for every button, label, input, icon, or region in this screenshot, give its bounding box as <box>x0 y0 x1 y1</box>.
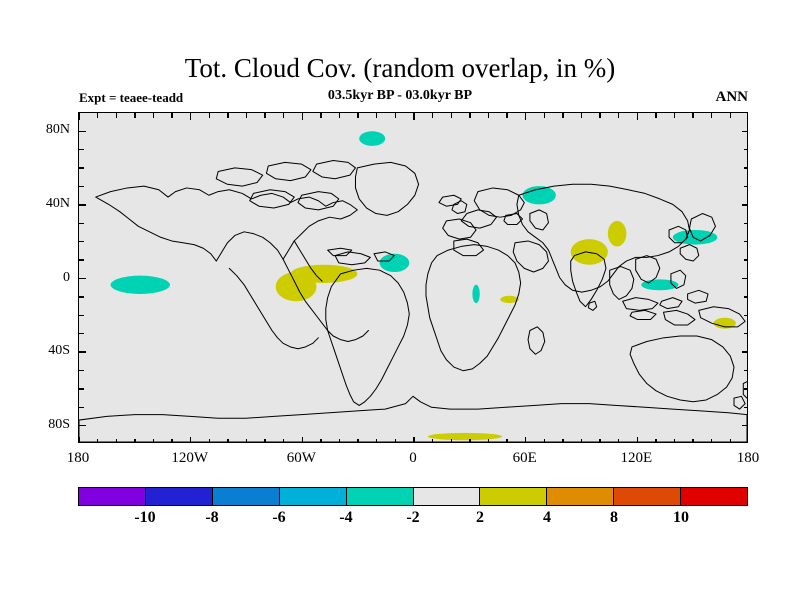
anomaly-region <box>472 284 480 304</box>
colorbar-tick-label: 2 <box>476 509 484 526</box>
x-axis-label: 0 <box>409 450 417 466</box>
x-axis-label: 180 <box>66 450 90 466</box>
colorbar-tick-label: -4 <box>339 509 353 526</box>
colorbar-tick-label: -8 <box>205 509 219 526</box>
colorbar-tick-label: 4 <box>543 509 551 526</box>
colorbar-cell <box>279 488 347 505</box>
anomaly-shading-layer <box>110 131 736 441</box>
colorbar-cell <box>480 488 548 505</box>
y-axis-label: 40S <box>48 343 70 359</box>
anomaly-region <box>110 275 170 294</box>
colorbar-tick-label: -6 <box>272 509 286 526</box>
colorbar-tick-label: -2 <box>406 509 420 526</box>
y-axis-label: 0 <box>63 269 70 285</box>
season-label: ANN <box>715 89 749 105</box>
x-axis-label: 60E <box>512 450 537 466</box>
colorbar-tick-label: 8 <box>610 509 618 526</box>
colorbar <box>78 487 748 506</box>
coastline-layer <box>79 160 747 442</box>
experiment-label: Expt = teaee-teadd <box>79 90 184 105</box>
colorbar-cell <box>547 488 615 505</box>
colorbar-cells <box>78 487 748 506</box>
colorbar-cell <box>79 488 146 505</box>
colorbar-cell <box>212 488 280 505</box>
y-axis-label: 80N <box>45 122 70 138</box>
anomaly-region <box>359 131 386 146</box>
page-title: Tot. Cloud Cov. (random overlap, in %) <box>184 53 616 83</box>
x-axis-label: 120E <box>620 450 653 466</box>
anomaly-region <box>713 317 736 329</box>
colorbar-cell <box>614 488 682 505</box>
anomaly-region <box>500 295 519 304</box>
subtitle: 03.5kyr BP - 03.0kyr BP <box>327 88 473 103</box>
anomaly-region <box>379 253 410 273</box>
colorbar-cell <box>346 488 414 505</box>
x-axis-label: 180 <box>736 450 760 466</box>
y-axis-label: 40N <box>45 195 70 211</box>
anomaly-region <box>607 220 627 247</box>
anomaly-region <box>290 264 358 283</box>
map-plot-area <box>78 112 748 443</box>
anomaly-region <box>570 239 608 265</box>
colorbar-cell <box>145 488 213 505</box>
colorbar-cell <box>681 488 748 505</box>
colorbar-cell <box>413 488 481 505</box>
anomaly-region <box>522 186 556 205</box>
colorbar-tick-label: -10 <box>134 509 156 526</box>
anomaly-region <box>427 432 503 441</box>
x-axis-label: 60W <box>286 450 316 466</box>
x-axis-label: 120W <box>171 450 208 466</box>
y-axis-label: 80S <box>48 416 70 432</box>
world-map-canvas <box>79 131 747 442</box>
colorbar-tick-label: 10 <box>673 509 689 526</box>
